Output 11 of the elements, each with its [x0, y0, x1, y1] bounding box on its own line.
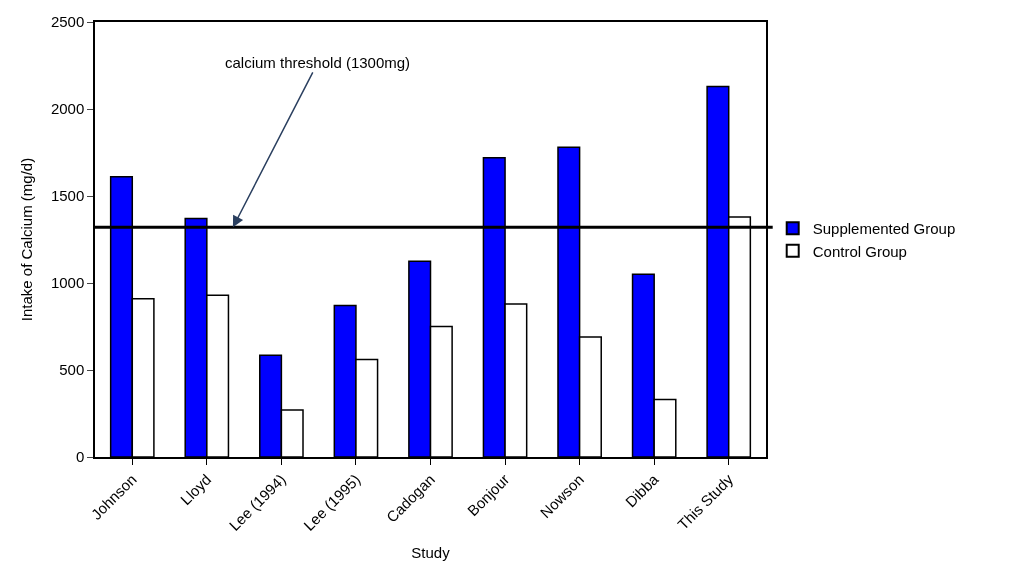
y-tick-label: 500	[59, 361, 85, 379]
y-axis-title: Intake of Calcium (mg/d)	[17, 157, 35, 322]
ref-line-label: calcium threshold (1300mg)	[225, 54, 411, 71]
legend-label: Control Group	[812, 242, 907, 260]
legend-label: Supplemented Group	[812, 220, 956, 238]
y-tick-label: 2500	[50, 13, 85, 31]
y-tick-label: 1000	[50, 274, 85, 292]
y-tick-label: 1500	[50, 187, 85, 205]
x-axis-title: Study	[411, 544, 451, 562]
y-tick-label: 0	[75, 448, 85, 466]
y-tick-label: 2000	[50, 100, 85, 118]
